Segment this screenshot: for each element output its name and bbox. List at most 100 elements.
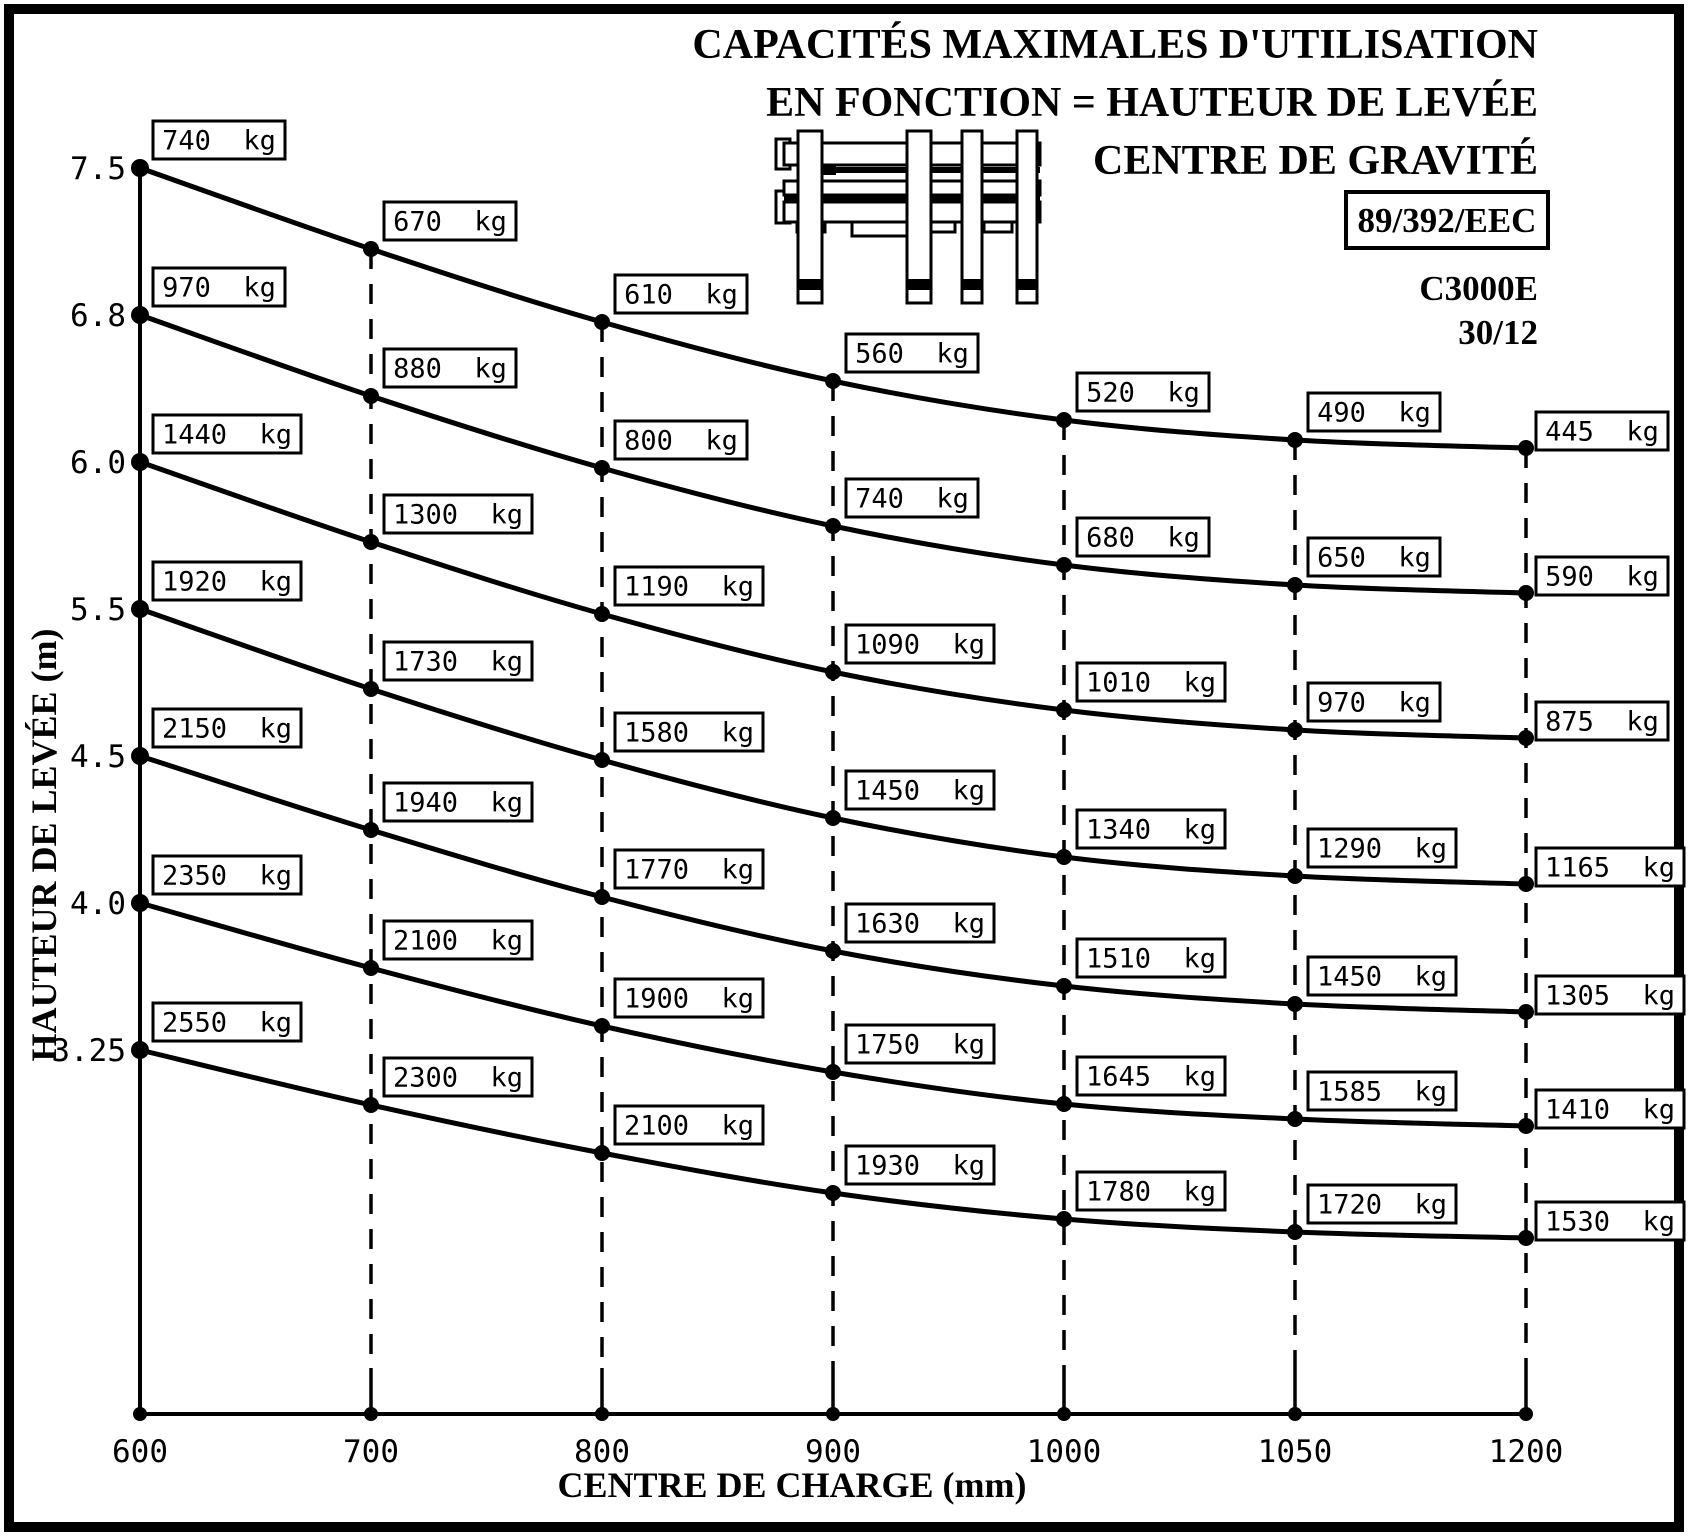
data-label: 610 kg	[624, 280, 738, 311]
data-label-box	[151, 413, 303, 455]
data-label-box	[1306, 536, 1442, 578]
data-point	[1056, 1096, 1072, 1112]
data-point	[131, 600, 149, 618]
data-point	[594, 460, 610, 476]
data-label-box	[1534, 846, 1686, 888]
data-label-box	[1306, 681, 1442, 723]
data-label: 445 kg	[1545, 417, 1659, 448]
data-label-box	[382, 493, 534, 535]
data-point	[363, 960, 379, 976]
chart-title-line-1: CAPACITÉS MAXIMALES D'UTILISATION	[692, 21, 1538, 68]
data-label-box	[844, 332, 980, 374]
data-label-box	[151, 119, 287, 161]
data-label: 1300 kg	[393, 500, 523, 531]
data-label: 1165 kg	[1545, 853, 1675, 884]
data-point	[594, 1145, 610, 1161]
data-point	[1518, 1118, 1534, 1134]
data-label-box	[1306, 827, 1458, 869]
y-axis-title: HAUTEUR DE LEVÉE (m)	[24, 628, 64, 1061]
data-point	[131, 894, 149, 912]
data-label-box	[382, 1056, 534, 1098]
data-label-box	[151, 707, 303, 749]
data-point	[131, 747, 149, 765]
data-point	[1518, 876, 1534, 892]
data-label: 670 kg	[393, 207, 507, 238]
data-label-box	[613, 419, 749, 461]
data-label-box	[1534, 1200, 1686, 1242]
x-tick-dot	[1288, 1407, 1302, 1421]
data-label-box	[1075, 516, 1211, 558]
data-label-box	[1306, 391, 1442, 433]
x-tick-label: 1200	[1489, 1434, 1564, 1470]
y-tick-label: 6.0	[70, 445, 126, 481]
data-label: 1410 kg	[1545, 1095, 1675, 1126]
data-label: 740 kg	[162, 126, 276, 157]
data-point	[594, 1018, 610, 1034]
forklift-mast-icon	[774, 129, 1042, 305]
data-point	[363, 822, 379, 838]
data-label: 1940 kg	[393, 788, 523, 819]
data-label-box	[151, 1001, 303, 1043]
x-tick-dot	[133, 1407, 147, 1421]
data-label: 800 kg	[624, 426, 738, 457]
data-label: 1750 kg	[855, 1030, 985, 1061]
regulation-badge-box	[1344, 190, 1550, 250]
data-point	[1287, 722, 1303, 738]
data-label-box	[382, 347, 518, 389]
data-label-box	[1075, 661, 1227, 703]
x-tick-label: 600	[112, 1434, 168, 1470]
data-label-box	[613, 977, 765, 1019]
data-point	[1287, 1111, 1303, 1127]
data-point	[1518, 440, 1534, 456]
data-label-box	[1534, 700, 1670, 742]
data-point	[1518, 730, 1534, 746]
data-label: 1780 kg	[1086, 1177, 1216, 1208]
data-point	[825, 1185, 841, 1201]
data-label: 1290 kg	[1317, 834, 1447, 865]
data-label-box	[844, 1023, 996, 1065]
data-label: 875 kg	[1545, 707, 1659, 738]
x-tick-dot	[595, 1407, 609, 1421]
data-label-box	[613, 848, 765, 890]
data-label-box	[382, 781, 534, 823]
data-point	[1287, 868, 1303, 884]
x-tick-dot	[1519, 1407, 1533, 1421]
x-tick-label: 700	[343, 1434, 399, 1470]
data-label-box	[613, 273, 749, 315]
data-point	[363, 241, 379, 257]
chart-title-line-3: CENTRE DE GRAVITÉ	[1093, 137, 1538, 184]
data-point	[1056, 557, 1072, 573]
y-tick-label: 3.25	[51, 1033, 126, 1069]
page-border	[4, 4, 1684, 1532]
y-tick-label: 5.5	[70, 592, 126, 628]
data-point	[594, 752, 610, 768]
data-point	[825, 810, 841, 826]
data-label: 1190 kg	[624, 572, 754, 603]
data-label: 1930 kg	[855, 1151, 985, 1182]
data-label-box	[613, 565, 765, 607]
data-label-box	[1075, 937, 1227, 979]
data-label-box	[1534, 1088, 1686, 1130]
data-point	[1056, 702, 1072, 718]
data-point	[1287, 1224, 1303, 1240]
data-point	[363, 681, 379, 697]
data-point	[594, 889, 610, 905]
data-label-box	[382, 640, 534, 682]
data-label: 2100 kg	[393, 926, 523, 957]
data-label-box	[613, 1104, 765, 1146]
x-tick-label: 900	[805, 1434, 861, 1470]
data-label-box	[382, 200, 518, 242]
y-tick-label: 4.5	[70, 739, 126, 775]
data-label-box	[844, 902, 996, 944]
data-point	[1518, 1004, 1534, 1020]
data-point	[131, 453, 149, 471]
data-label: 1440 kg	[162, 420, 292, 451]
x-tick-label: 1000	[1027, 1434, 1102, 1470]
x-tick-dot	[1057, 1407, 1071, 1421]
data-label: 560 kg	[855, 339, 969, 370]
data-point	[1056, 978, 1072, 994]
data-label: 740 kg	[855, 484, 969, 515]
data-label: 880 kg	[393, 354, 507, 385]
